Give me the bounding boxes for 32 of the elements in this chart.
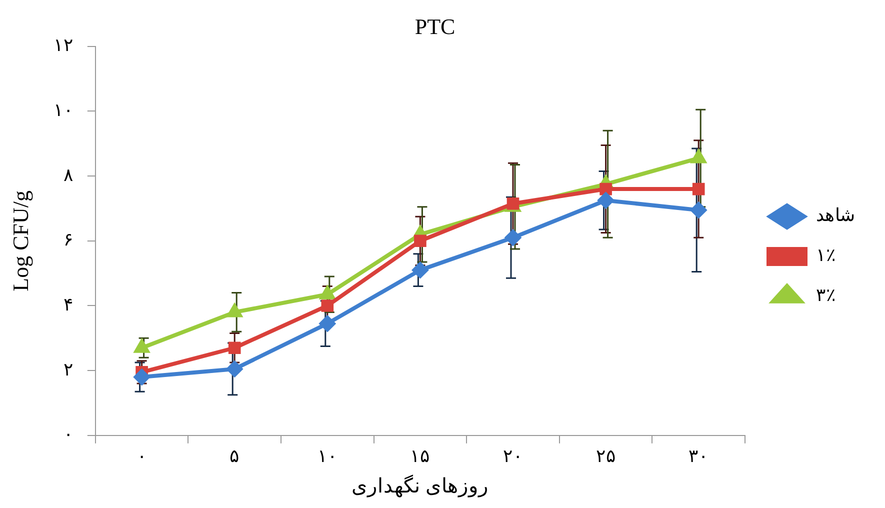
point [692,182,705,196]
point [228,342,241,354]
point [414,234,426,248]
x-tick-label: ۰ [136,446,147,466]
x-tick-label: ۵ [230,446,240,466]
point [597,192,614,209]
point [226,360,244,378]
y-tick-label: ۸ [63,164,74,185]
point [690,202,708,219]
chart-title: PTC [414,14,456,39]
point [321,300,334,312]
y-tick-label: ۶ [63,230,74,250]
legend-label: ۱٪ [816,245,836,266]
point [133,368,150,386]
point [600,182,612,196]
point [504,229,522,246]
y-tick-label: ۴ [63,294,74,314]
x-tick-label: ۲۰ [503,446,523,466]
y-tick-label: ۰ [63,424,74,444]
y-tick-label: ۲ [63,359,74,380]
x-tick-label: ۳۰ [688,446,709,466]
x-axis-title: روزهای نگهداری [352,474,489,498]
y-axis-title: Log CFU/g [8,190,33,292]
legend-label: شاهد [816,205,855,226]
point [318,315,336,332]
x-tick-label: ۱۰ [317,446,338,466]
y-tick-label: ۱۲ [53,35,74,56]
point [412,262,429,279]
x-tick-label: ۲۵ [596,446,616,466]
legend-label: ۳٪ [816,285,836,306]
y-tick-label: ۱۰ [53,100,74,120]
x-tick-label: ۱۵ [410,446,430,466]
